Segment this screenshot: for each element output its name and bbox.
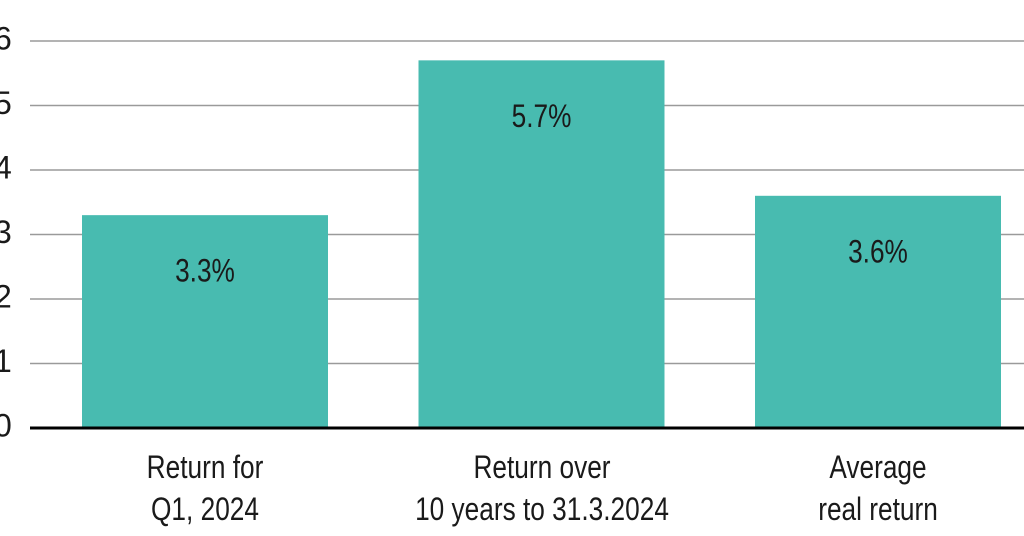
y-tick-label: 2 <box>0 278 12 314</box>
y-tick-label: 5 <box>0 85 12 121</box>
value-label: 3.3% <box>175 254 235 289</box>
y-tick-label: 4 <box>0 149 12 185</box>
value-label: 3.6% <box>848 235 908 270</box>
y-tick-label: 3 <box>0 214 12 250</box>
y-tick-label: 1 <box>0 343 12 379</box>
x-tick-label: Return for Q1, 2024 <box>146 449 264 527</box>
y-tick-label: 0 <box>0 407 12 443</box>
bar <box>82 215 328 428</box>
value-label: 5.7% <box>512 99 572 134</box>
bar <box>418 60 665 428</box>
x-tick-label: Return over 10 years to 31.3.2024 <box>414 449 669 527</box>
bar <box>755 195 1001 428</box>
x-tick-label: Average real return <box>818 449 938 527</box>
y-tick-label: 6 <box>0 20 12 56</box>
